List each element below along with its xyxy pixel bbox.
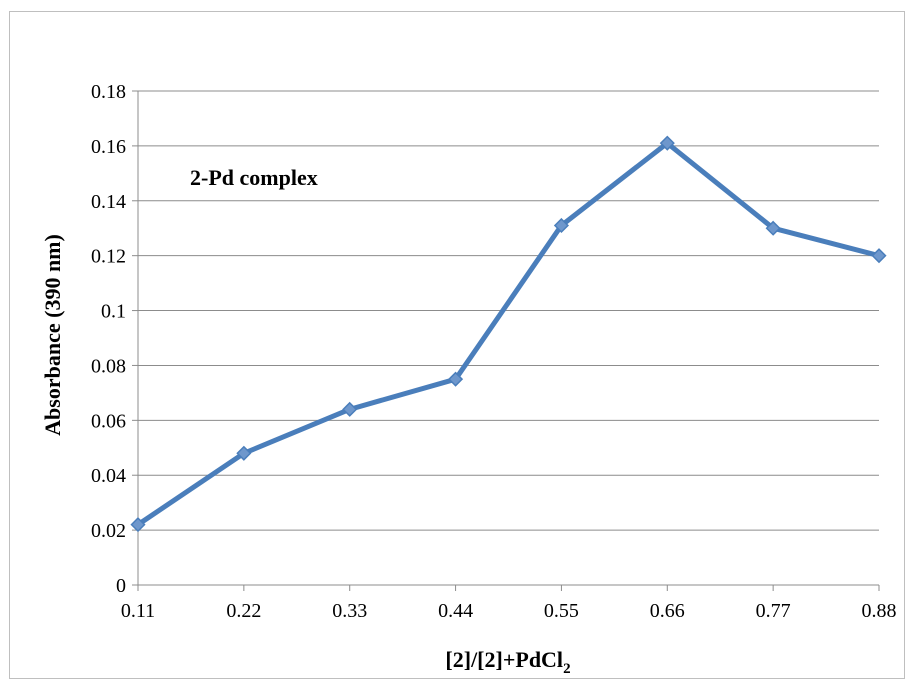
data-point (871, 248, 887, 264)
y-tick-label: 0.1 (101, 301, 126, 323)
data-point (659, 135, 675, 151)
x-axis-title-main: [2]/[2]+PdCl (445, 647, 563, 672)
y-tick-label: 0 (116, 575, 126, 597)
x-axis-title-subscript: 2 (563, 661, 571, 677)
data-point (448, 371, 464, 387)
axes (132, 90, 880, 591)
gridlines (138, 90, 879, 531)
x-tick-label: 0.77 (756, 600, 791, 622)
y-tick-label: 0.02 (91, 520, 126, 542)
y-tick-labels: 0 0.02 0.04 0.06 0.08 0.1 0.12 0.14 0.16 0.18 (91, 81, 126, 597)
data-point (553, 217, 569, 234)
data-point (765, 220, 781, 236)
y-tick-label: 0.16 (91, 136, 126, 158)
x-axis-title: [2]/[2]+PdCl2 (445, 647, 570, 677)
y-tick-label: 0.08 (91, 355, 126, 377)
y-tick-label: 0.04 (91, 465, 126, 487)
x-tick-label: 0.11 (121, 600, 155, 622)
data-point (130, 517, 146, 533)
x-tick-label: 0.44 (438, 600, 473, 622)
y-tick-label: 0.06 (91, 410, 126, 432)
x-tick-label: 0.66 (650, 600, 685, 622)
y-tick-label: 0.12 (91, 246, 126, 268)
chart-annotation: 2-Pd complex (190, 165, 318, 190)
series-group (130, 135, 887, 533)
x-tick-label: 0.33 (332, 600, 367, 622)
y-tick-label: 0.14 (91, 191, 126, 213)
x-tick-label: 0.55 (544, 600, 579, 622)
data-point (236, 445, 252, 461)
x-tick-label: 0.88 (862, 600, 897, 622)
series-line (135, 140, 882, 528)
x-tick-label: 0.22 (226, 600, 261, 622)
data-point (342, 401, 358, 417)
chart-frame (9, 11, 905, 679)
y-tick-label: 0.18 (91, 81, 126, 103)
y-axis-title: Absorbance (390 nm) (40, 234, 65, 436)
x-tick-labels: 0.11 0.22 0.33 0.44 0.55 0.66 0.77 0.88 (121, 600, 897, 622)
